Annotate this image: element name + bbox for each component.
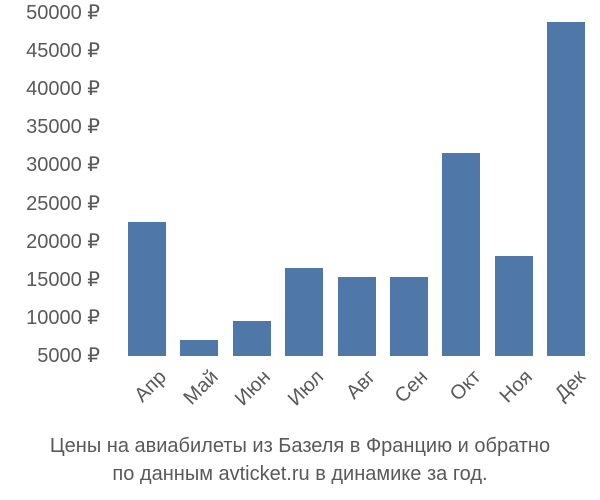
x-tick-label: Авг: [342, 366, 381, 404]
chart-caption-line-2: по данным avticket.ru в динамике за год.: [112, 463, 488, 485]
bar-5: [390, 276, 428, 356]
x-tick-label: Май: [179, 366, 223, 410]
x-tick-label: Ноя: [496, 366, 538, 408]
chart-caption-line-1: Цены на авиабилеты из Базеля в Францию и…: [49, 435, 551, 457]
y-tick-label: 10000 ₽: [26, 306, 100, 329]
x-tick-label: Окт: [445, 366, 485, 406]
y-tick-label: 45000 ₽: [26, 40, 100, 63]
y-tick-label: 40000 ₽: [26, 78, 100, 101]
bar-2: [232, 320, 271, 356]
y-tick-label: 50000 ₽: [26, 2, 100, 24]
y-tick-label: 20000 ₽: [26, 230, 100, 253]
bar-3: [285, 268, 324, 356]
x-tick-label: Сен: [391, 366, 433, 408]
bar-8: [547, 22, 586, 356]
y-tick-label: 5000 ₽: [37, 345, 100, 367]
x-tick-label: Июл: [283, 366, 328, 411]
x-tick-label: Дек: [550, 366, 590, 406]
bar-0: [128, 221, 166, 356]
y-tick-label: 15000 ₽: [26, 268, 100, 291]
x-tick-label: Апр: [130, 366, 171, 407]
bar-6: [442, 153, 481, 356]
y-tick-label: 25000 ₽: [26, 192, 100, 215]
y-tick-label: 30000 ₽: [26, 154, 100, 177]
x-tick-label: Июн: [231, 366, 276, 411]
bar-7: [494, 256, 533, 356]
y-tick-label: 35000 ₽: [26, 116, 100, 139]
bar-1: [180, 339, 219, 356]
bar-4: [337, 276, 376, 356]
